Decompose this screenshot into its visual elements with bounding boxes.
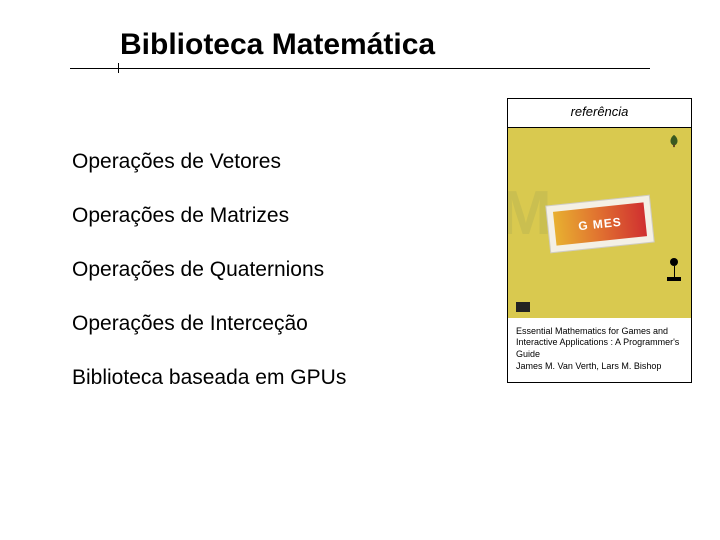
title-underline [70,68,650,69]
list-item: Operações de Quaternions [72,258,346,282]
title-tick [118,63,119,73]
list-item: Operações de Interceção [72,312,346,336]
reference-citation: Essential Mathematics for Games and Inte… [508,318,691,382]
cover-title-text: G MES [577,215,622,233]
list-item: Operações de Matrizes [72,204,346,228]
tree-icon [667,134,681,148]
cover-center-panel: G MES [545,195,654,254]
joystick-icon [667,260,681,278]
publisher-logo-icon [516,302,530,312]
reference-header: referência [508,99,691,128]
cover-letter-decor: M [508,178,548,249]
reference-box: referência M G MES Essential Mathematics… [507,98,692,383]
list-item: Operações de Vetores [72,150,346,174]
book-authors: James M. Van Verth, Lars M. Bishop [516,361,683,372]
list-item: Biblioteca baseada em GPUs [72,366,346,390]
book-title: Essential Mathematics for Games and Inte… [516,326,683,360]
topics-list: Operações de Vetores Operações de Matriz… [72,150,346,420]
page-title: Biblioteca Matemática [120,28,435,62]
book-cover: M G MES [508,128,691,318]
reference-label: referência [571,104,629,119]
